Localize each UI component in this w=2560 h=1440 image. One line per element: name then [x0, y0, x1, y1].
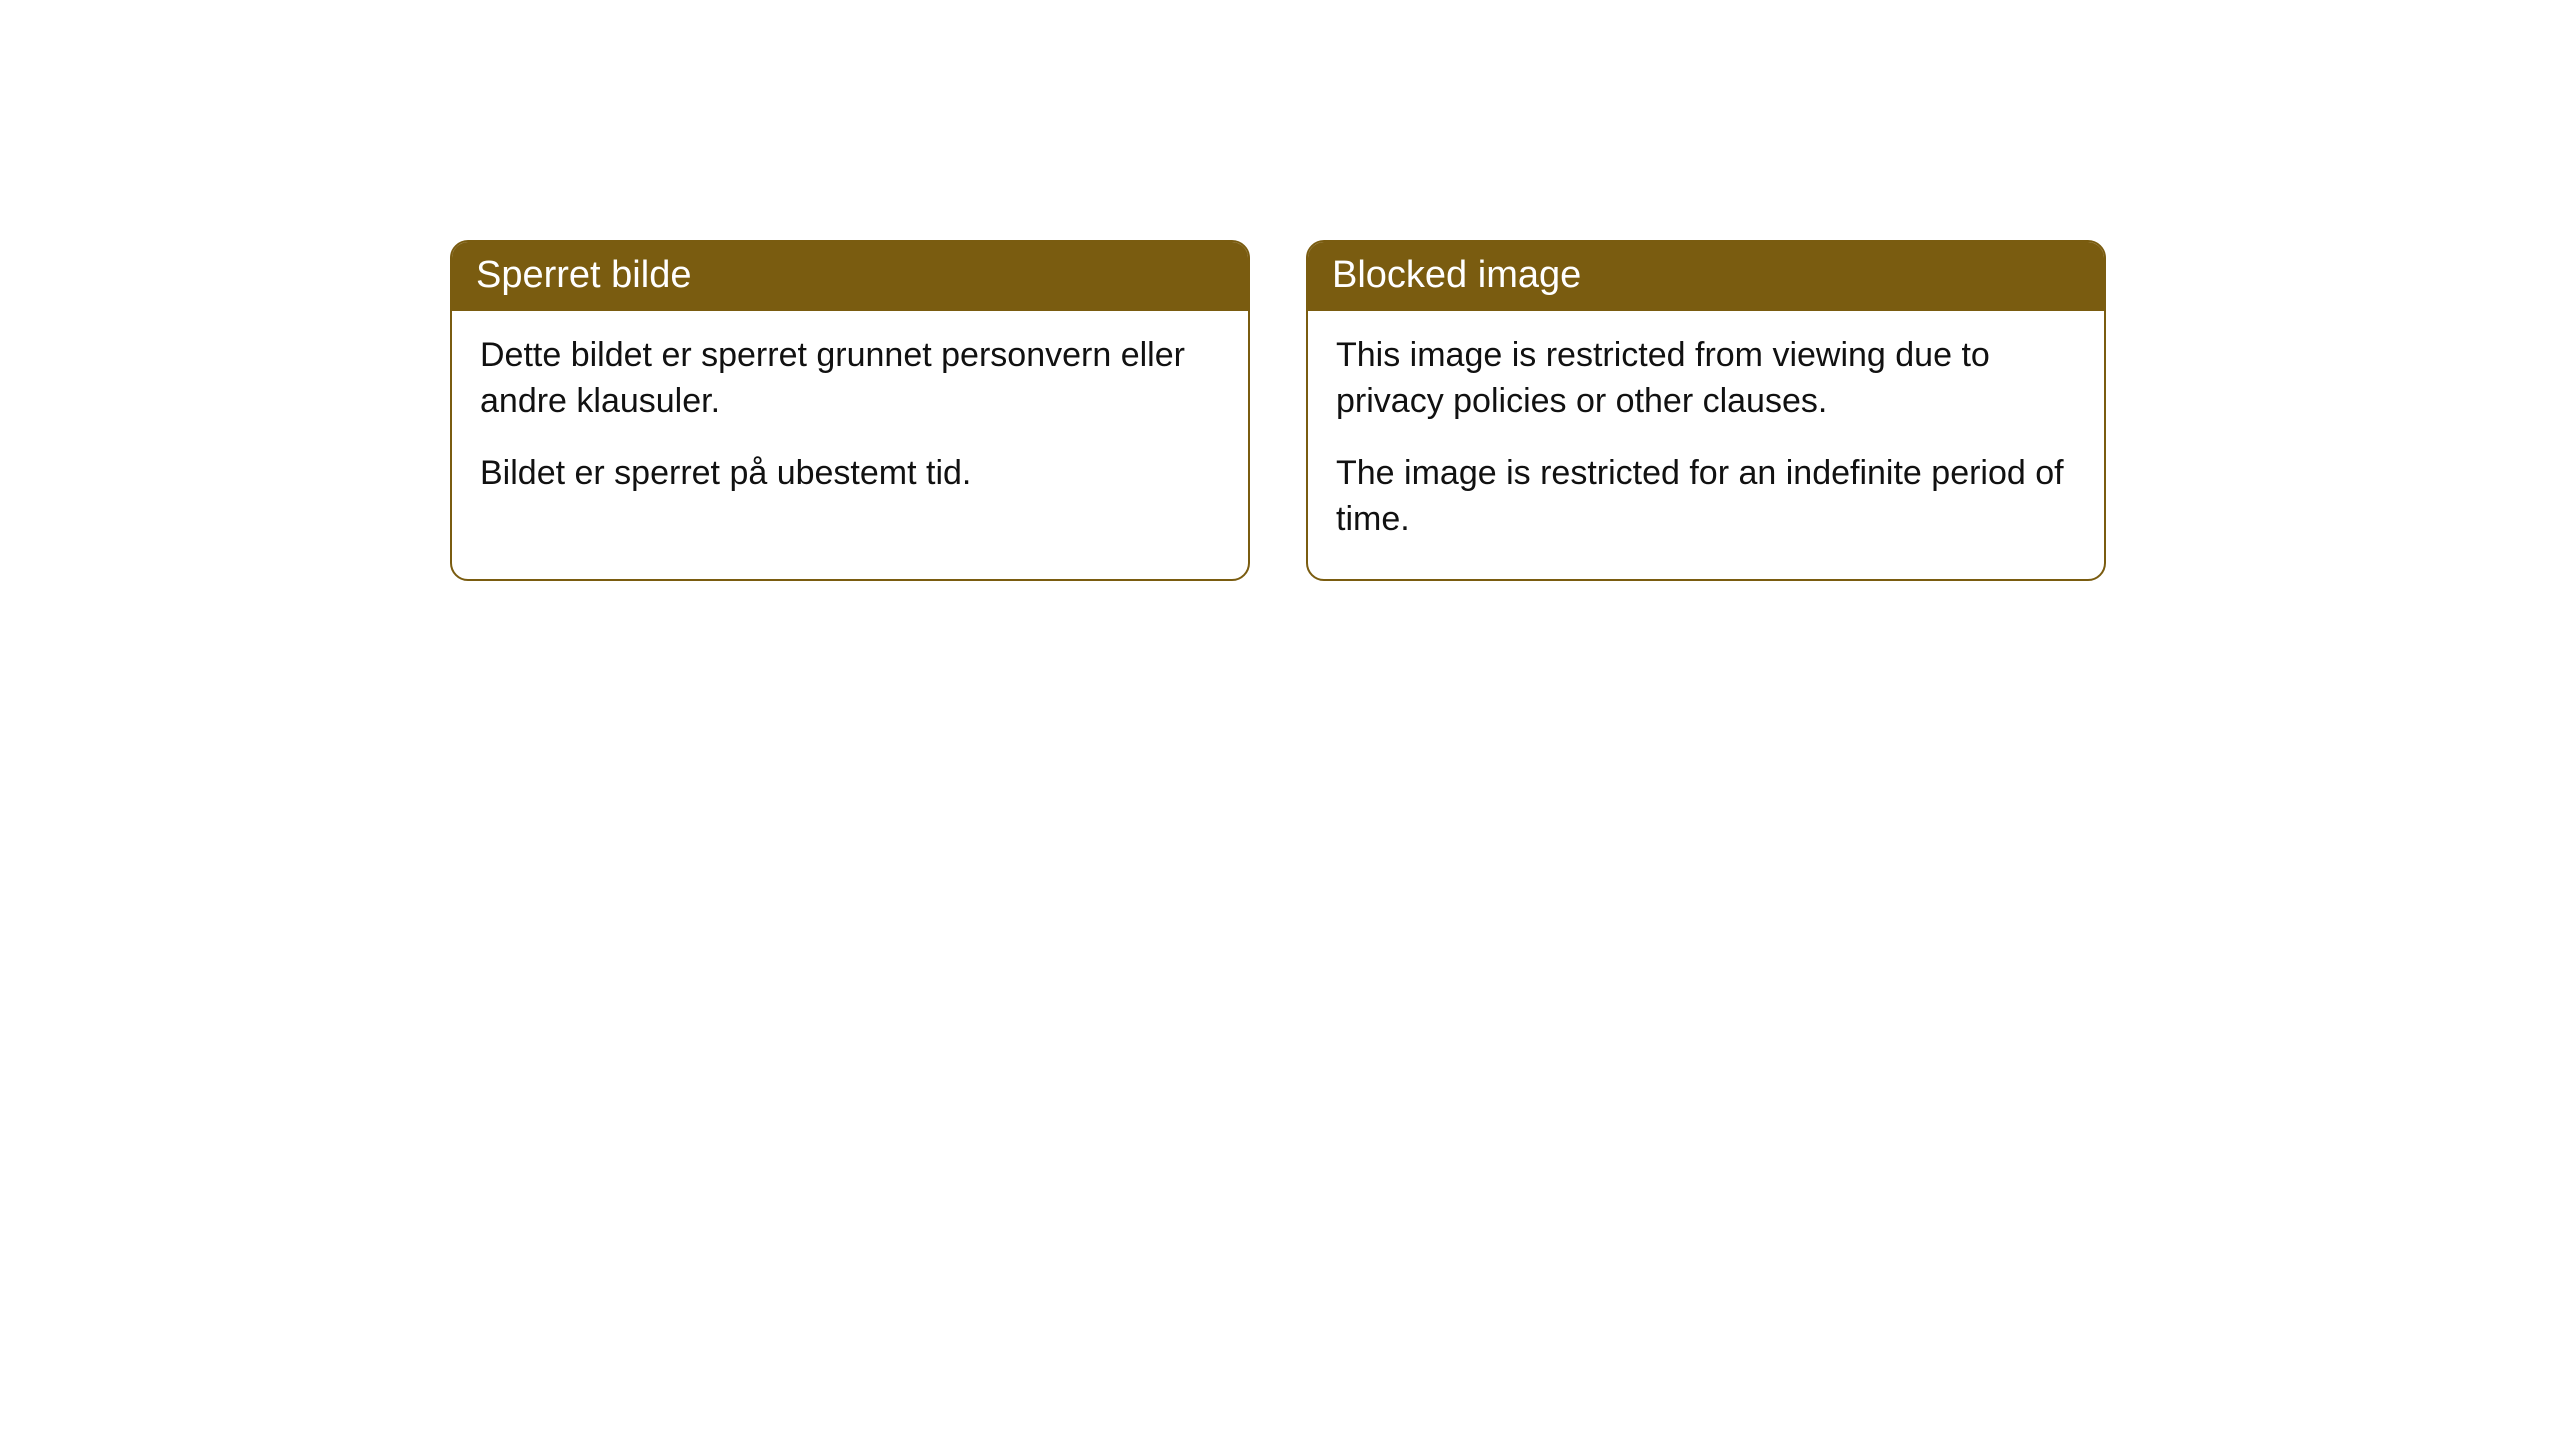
- card-text-line2: The image is restricted for an indefinit…: [1336, 451, 2076, 543]
- card-text-line1: This image is restricted from viewing du…: [1336, 333, 2076, 425]
- card-body-english: This image is restricted from viewing du…: [1308, 311, 2104, 579]
- card-title: Sperret bilde: [476, 254, 691, 296]
- notice-cards-container: Sperret bilde Dette bildet er sperret gr…: [450, 240, 2560, 581]
- card-body-norwegian: Dette bildet er sperret grunnet personve…: [452, 311, 1248, 533]
- card-header-norwegian: Sperret bilde: [452, 242, 1248, 311]
- card-text-line2: Bildet er sperret på ubestemt tid.: [480, 451, 1220, 497]
- blocked-image-card-norwegian: Sperret bilde Dette bildet er sperret gr…: [450, 240, 1250, 581]
- card-text-line1: Dette bildet er sperret grunnet personve…: [480, 333, 1220, 425]
- blocked-image-card-english: Blocked image This image is restricted f…: [1306, 240, 2106, 581]
- card-title: Blocked image: [1332, 254, 1581, 296]
- card-header-english: Blocked image: [1308, 242, 2104, 311]
